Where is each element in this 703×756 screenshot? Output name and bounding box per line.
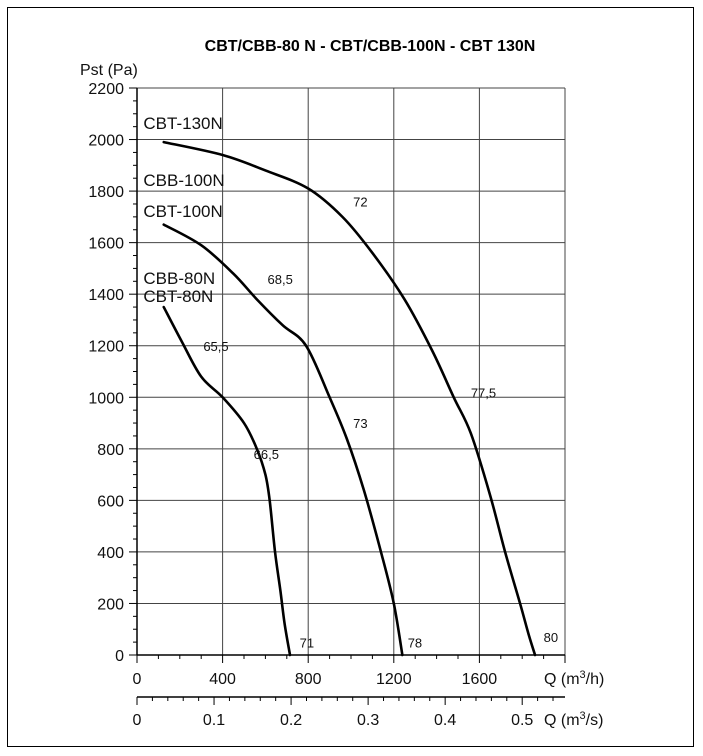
efficiency-label: 68,5: [268, 272, 293, 287]
x-tick-label: 1600: [462, 671, 498, 688]
y-tick-label: 1400: [88, 287, 124, 304]
x-tick-label: 1200: [376, 671, 412, 688]
efficiency-label: 73: [353, 416, 367, 431]
series-line-0: [162, 305, 292, 657]
chart-title: CBT/CBB-80 N - CBT/CBB-100N - CBT 130N: [205, 38, 536, 55]
y-tick-label: 1200: [88, 339, 124, 356]
y-tick-label: 600: [97, 493, 124, 510]
x-axis-label-sup: 3: [580, 669, 586, 681]
y-tick-label: 1600: [88, 236, 124, 253]
efficiency-label: 65,5: [203, 339, 228, 354]
x-tick-label: 800: [295, 671, 322, 688]
x2-tick-label: 0.4: [434, 712, 456, 729]
series-label: CBB-80N: [143, 269, 215, 288]
x2-tick-label: 0.3: [357, 712, 379, 729]
series-label: CBB-100N: [143, 171, 224, 190]
efficiency-label: 66,5: [254, 447, 279, 462]
series-line-2: [162, 140, 537, 657]
x-tick-label: 0: [133, 671, 142, 688]
x-axis-label-suffix: /h): [586, 671, 605, 688]
x2-tick-label: 0.5: [511, 712, 533, 729]
y-tick-label: 1000: [88, 390, 124, 407]
x2-axis-label: Q (m3/s): [544, 710, 603, 729]
axes: 0200400600800100012001400160018002000220…: [88, 81, 566, 729]
series-label: CBT-130N: [143, 114, 222, 133]
efficiency-label: 78: [408, 635, 422, 650]
series-label: CBT-100N: [143, 202, 222, 221]
y-tick-label: 800: [97, 442, 124, 459]
x2-tick-label: 0.1: [203, 712, 225, 729]
x2-tick-label: 0: [133, 712, 142, 729]
y-axis-label: Pst (Pa): [80, 62, 138, 79]
efficiency-label: 72: [353, 195, 367, 210]
y-tick-label: 1800: [88, 184, 124, 201]
x-tick-label: 400: [209, 671, 236, 688]
x2-tick-label: 0.2: [280, 712, 302, 729]
x-axis-label-prefix: Q (m: [544, 671, 580, 688]
x2-axis-label-sup: 3: [580, 710, 586, 722]
series-line-1: [162, 223, 404, 657]
y-tick-label: 2200: [88, 81, 124, 98]
x-axis-label: Q (m3/h): [544, 669, 604, 688]
series-curves: [162, 140, 537, 657]
x2-axis-label-prefix: Q (m: [544, 712, 580, 729]
efficiency-label: 71: [300, 635, 314, 650]
x2-axis-label-suffix: /s): [586, 712, 604, 729]
efficiency-label: 80: [544, 630, 558, 645]
chart-frame: [7, 7, 694, 747]
y-tick-label: 400: [97, 545, 124, 562]
series-label: CBT-80N: [143, 287, 213, 306]
y-tick-label: 200: [97, 596, 124, 613]
y-tick-label: 2000: [88, 133, 124, 150]
y-tick-label: 0: [115, 648, 124, 665]
efficiency-label: 77,5: [471, 385, 496, 400]
